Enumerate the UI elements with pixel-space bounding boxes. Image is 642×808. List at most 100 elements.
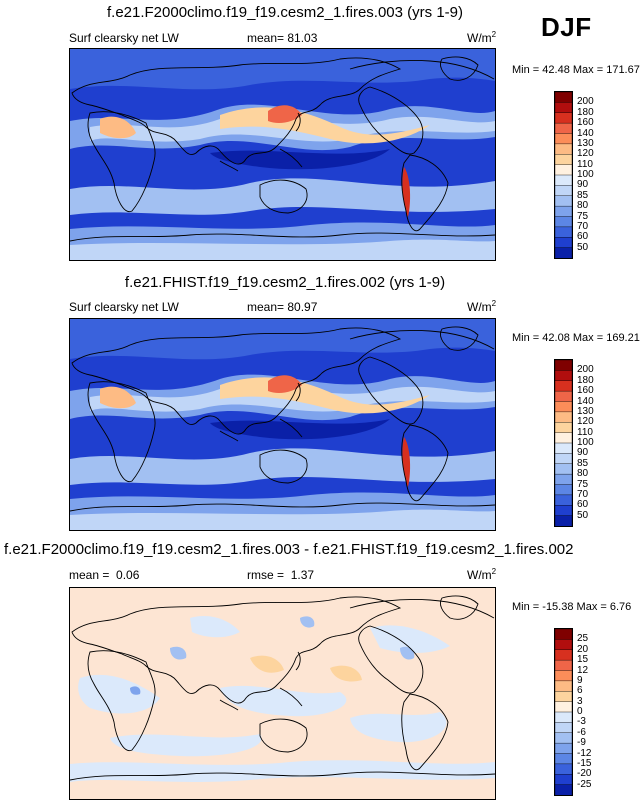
- diff-warm-core-1: [250, 655, 284, 673]
- coast-africa: [87, 650, 156, 752]
- colorbar-swatch: [554, 628, 573, 641]
- colorbar-tick-label: -15: [577, 757, 592, 769]
- panel2-min-value: 42.08: [542, 332, 570, 344]
- panel2-coastlines: [70, 326, 495, 512]
- panel3-units-base: W/m: [467, 568, 492, 582]
- colorbar-swatch: [554, 453, 573, 465]
- colorbar-swatch: [554, 701, 573, 713]
- panel2-field: [70, 319, 495, 530]
- colorbar-swatch: [554, 174, 573, 187]
- panel3-rmse-value: 1.37: [290, 568, 315, 582]
- field-antarctic-strip: [70, 239, 495, 260]
- field-africa-warm: [100, 386, 136, 409]
- panel1-min-value: 42.48: [542, 64, 570, 76]
- panel1-mean-label: mean=: [247, 31, 285, 45]
- diff-blue-patch-6: [190, 615, 240, 638]
- coast-europe-asia: [71, 57, 402, 165]
- colorbar-tick-label: 120: [577, 416, 594, 428]
- colorbar-tick-label: 90: [577, 179, 589, 191]
- colorbar-tick-label: -9: [577, 737, 586, 749]
- colorbar-swatch: [554, 133, 573, 145]
- colorbar-swatch: [554, 691, 573, 703]
- coast-south-america: [401, 154, 449, 232]
- coast-europe-asia: [71, 327, 402, 435]
- panel3-max-label: Max =: [576, 601, 607, 613]
- colorbar-swatch: [554, 432, 573, 444]
- panel1-map: [69, 48, 496, 261]
- colorbar-swatch: [554, 370, 573, 382]
- diff-blue-patch-4: [110, 734, 262, 757]
- panel1-mean-value: 81.03: [287, 31, 318, 45]
- panel3-rmse-label: rmse =: [247, 568, 285, 582]
- colorbar-tick-label: 130: [577, 137, 594, 149]
- panel3-units: W/m2: [467, 568, 496, 583]
- colorbar-tick-label: -6: [577, 726, 586, 738]
- colorbar-swatch: [554, 473, 573, 486]
- panel1-mean: mean= 81.03: [247, 31, 317, 45]
- field-south-light: [70, 178, 495, 215]
- colorbar-tick-label: 9: [577, 674, 583, 686]
- coast-islands: [219, 651, 303, 711]
- panel3-min-label: Min =: [512, 601, 540, 613]
- panel1-max-label: Max =: [572, 64, 604, 76]
- coast-australia: [259, 449, 308, 484]
- panel2-minmax: Min = 42.08 Max = 169.21: [512, 332, 640, 344]
- panel1-max-value: 171.67: [606, 64, 640, 76]
- colorbar-swatch: [554, 205, 573, 218]
- colorbar-swatch: [554, 185, 573, 197]
- field-north-band: [70, 319, 495, 360]
- panel1-colorbar: [554, 91, 573, 259]
- colorbar-tick-label: 200: [577, 96, 594, 108]
- colorbar-swatch: [554, 195, 573, 207]
- panel1-min-label: Min =: [512, 64, 540, 76]
- colorbar-tick-label: 200: [577, 364, 594, 376]
- colorbar-swatch: [554, 639, 573, 651]
- panel1-minmax: Min = 42.48 Max = 171.67: [512, 64, 640, 76]
- colorbar-swatch: [554, 774, 573, 786]
- coast-antarctica: [70, 232, 495, 242]
- panel1-variable: Surf clearsky net LW: [69, 31, 179, 45]
- colorbar-swatch: [554, 763, 573, 775]
- panel3-mean: mean = 0.06: [69, 568, 139, 582]
- colorbar-swatch: [554, 442, 573, 455]
- colorbar-swatch: [554, 411, 573, 423]
- panel3-rmse: rmse = 1.37: [247, 568, 314, 582]
- field-north-band: [70, 49, 495, 90]
- colorbar-tick-label: 100: [577, 169, 594, 180]
- panel2-map: [69, 318, 496, 531]
- panel2-units-base: W/m: [467, 300, 492, 314]
- colorbar-tick-label: 160: [577, 385, 594, 397]
- colorbar-tick-label: 75: [577, 478, 589, 490]
- colorbar-tick-label: 180: [577, 106, 594, 118]
- coast-greenland: [439, 56, 479, 81]
- colorbar-tick-label: -25: [577, 778, 592, 790]
- colorbar-swatch: [554, 515, 573, 527]
- coast-north-america: [349, 60, 495, 155]
- coast-australia: [259, 179, 308, 214]
- colorbar-swatch: [554, 484, 573, 496]
- coast-antarctica: [70, 502, 495, 512]
- colorbar-tick-label: 60: [577, 231, 589, 243]
- coast-africa: [87, 111, 156, 213]
- colorbar-tick-label: 20: [577, 643, 589, 655]
- panel2-max-label: Max =: [572, 332, 604, 344]
- colorbar-swatch: [554, 711, 573, 724]
- colorbar-swatch: [554, 380, 573, 392]
- panel1-units-base: W/m: [467, 31, 492, 45]
- coast-australia: [259, 718, 308, 753]
- panel2-mean: mean= 80.97: [247, 300, 317, 314]
- colorbar-tick-label: 85: [577, 457, 589, 469]
- panel1-units: W/m2: [467, 31, 496, 46]
- diff-blue-core-2: [300, 616, 315, 628]
- panel3-map-svg: [70, 588, 495, 799]
- field-south-light: [70, 448, 495, 485]
- colorbar-swatch: [554, 226, 573, 238]
- panel3-colorbar-svg: [554, 628, 573, 796]
- colorbar-swatch: [554, 247, 573, 259]
- panel2-mean-value: 80.97: [287, 300, 318, 314]
- colorbar-tick-label: 50: [577, 509, 589, 521]
- colorbar-tick-label: 12: [577, 664, 589, 676]
- colorbar-tick-label: 0: [577, 706, 583, 717]
- coast-greenland: [439, 595, 479, 620]
- colorbar-swatch: [554, 390, 573, 403]
